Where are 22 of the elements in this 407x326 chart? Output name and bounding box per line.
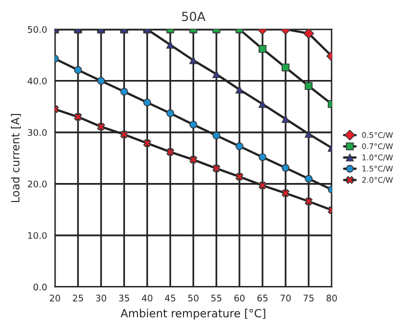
x-tick-label: 45 [164, 294, 176, 302]
x-tick-label: 40 [142, 294, 152, 302]
x-axis-title: Ambient remperature [°C] [120, 308, 266, 320]
x-tick-label: 60 [234, 294, 245, 302]
x-tick-label: 35 [119, 294, 130, 302]
x-tick-label: 55 [211, 294, 222, 302]
x-tick-label: 65 [257, 294, 268, 302]
y-tick-label: 10.0 [28, 232, 47, 239]
x-tick-label: 30 [96, 294, 106, 302]
y-tick-label: 20.0 [28, 180, 47, 188]
chart-title: 50A [182, 12, 206, 22]
x-tick-label: 50 [188, 294, 198, 302]
y-tick-label: 40.0 [28, 78, 47, 84]
x-tick-label: 25 [72, 294, 83, 302]
y-tick-label: 30.0 [28, 129, 47, 136]
y-axis-title: Load current [A] [10, 114, 21, 202]
x-tick-label: 75 [304, 294, 314, 302]
x-tick-label: 20 [50, 294, 60, 302]
x-tick-label: 70 [280, 294, 291, 302]
x-tick-label: 80 [326, 294, 337, 302]
y-tick-label: 50.0 [28, 26, 47, 33]
y-tick-label: 0.0 [34, 284, 47, 290]
